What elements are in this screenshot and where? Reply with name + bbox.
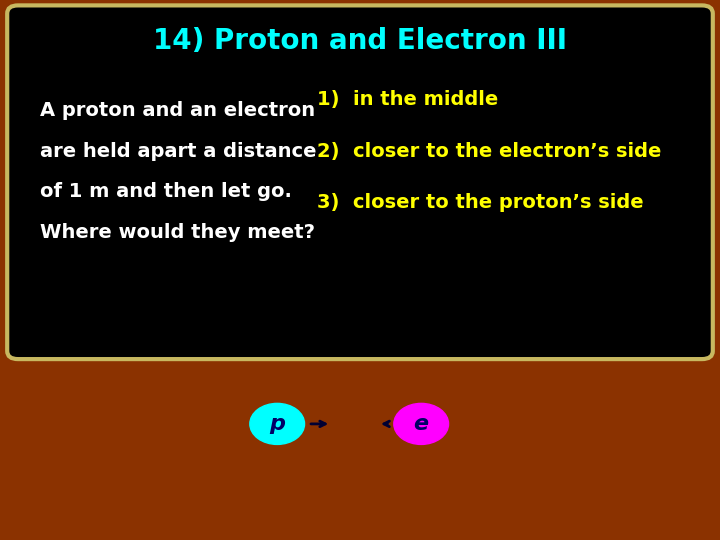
Text: 1)  in the middle: 1) in the middle: [317, 90, 498, 110]
Text: p: p: [269, 414, 285, 434]
Text: 3)  closer to the proton’s side: 3) closer to the proton’s side: [317, 193, 644, 212]
FancyBboxPatch shape: [7, 5, 713, 359]
Text: e: e: [413, 414, 429, 434]
Text: 2)  closer to the electron’s side: 2) closer to the electron’s side: [317, 141, 661, 161]
Circle shape: [394, 403, 449, 444]
Text: Where would they meet?: Where would they meet?: [40, 222, 315, 242]
Text: 14) Proton and Electron III: 14) Proton and Electron III: [153, 26, 567, 55]
Text: A proton and an electron: A proton and an electron: [40, 101, 315, 120]
Text: of 1 m and then let go.: of 1 m and then let go.: [40, 182, 292, 201]
Circle shape: [250, 403, 305, 444]
Text: are held apart a distance: are held apart a distance: [40, 141, 316, 161]
